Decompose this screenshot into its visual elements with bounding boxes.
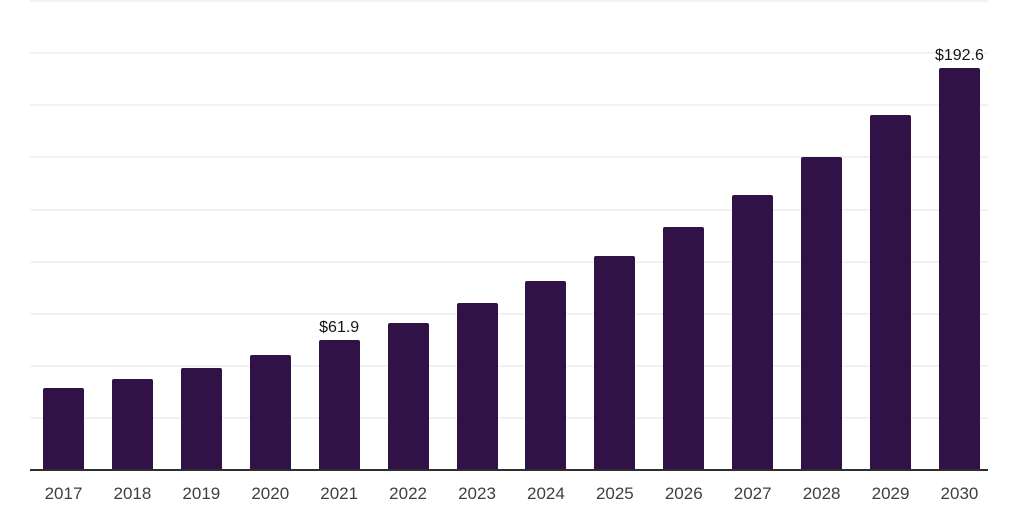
bar-2028	[801, 156, 843, 471]
x-tick-2029: 2029	[871, 484, 910, 503]
gridline-125	[30, 208, 988, 211]
x-tick-2017: 2017	[44, 484, 83, 503]
bar-2018	[111, 379, 153, 471]
gridline-75	[30, 312, 988, 315]
bar-2029	[870, 114, 912, 471]
x-tick-2021: 2021	[320, 484, 359, 503]
value-label-2030: $192.6	[934, 46, 984, 64]
x-tick-2025: 2025	[595, 484, 634, 503]
x-tick-2028: 2028	[802, 484, 841, 503]
x-tick-2022: 2022	[389, 484, 428, 503]
x-tick-2030: 2030	[940, 484, 979, 503]
x-tick-2019: 2019	[182, 484, 221, 503]
x-tick-2023: 2023	[458, 484, 496, 503]
bar-2017	[43, 387, 84, 471]
gridline-25	[30, 416, 988, 419]
bar-2025	[594, 255, 636, 471]
value-label-2021: $61.9	[319, 319, 360, 336]
bar-2030	[938, 67, 980, 471]
x-tick-2020: 2020	[251, 484, 290, 503]
gridline-200	[30, 52, 988, 55]
x-axis-line	[30, 469, 988, 471]
gridline-100	[30, 260, 988, 263]
bar-2019	[180, 367, 222, 471]
gridline-175	[30, 104, 988, 107]
x-tick-2026: 2026	[664, 484, 703, 503]
x-tick-2027: 2027	[733, 484, 772, 503]
bar-2022	[387, 323, 429, 471]
bar-2020	[249, 354, 291, 471]
bar-2023	[456, 302, 498, 471]
bar-2026	[663, 227, 705, 471]
bar-2024	[525, 280, 567, 471]
gridline-225	[30, 0, 988, 3]
x-tick-2018: 2018	[113, 484, 152, 503]
bar-2027	[732, 194, 774, 471]
gridline-50	[30, 364, 988, 367]
bar-2021	[318, 340, 360, 471]
gridline-150	[30, 156, 988, 159]
x-tick-2024: 2024	[527, 484, 565, 503]
